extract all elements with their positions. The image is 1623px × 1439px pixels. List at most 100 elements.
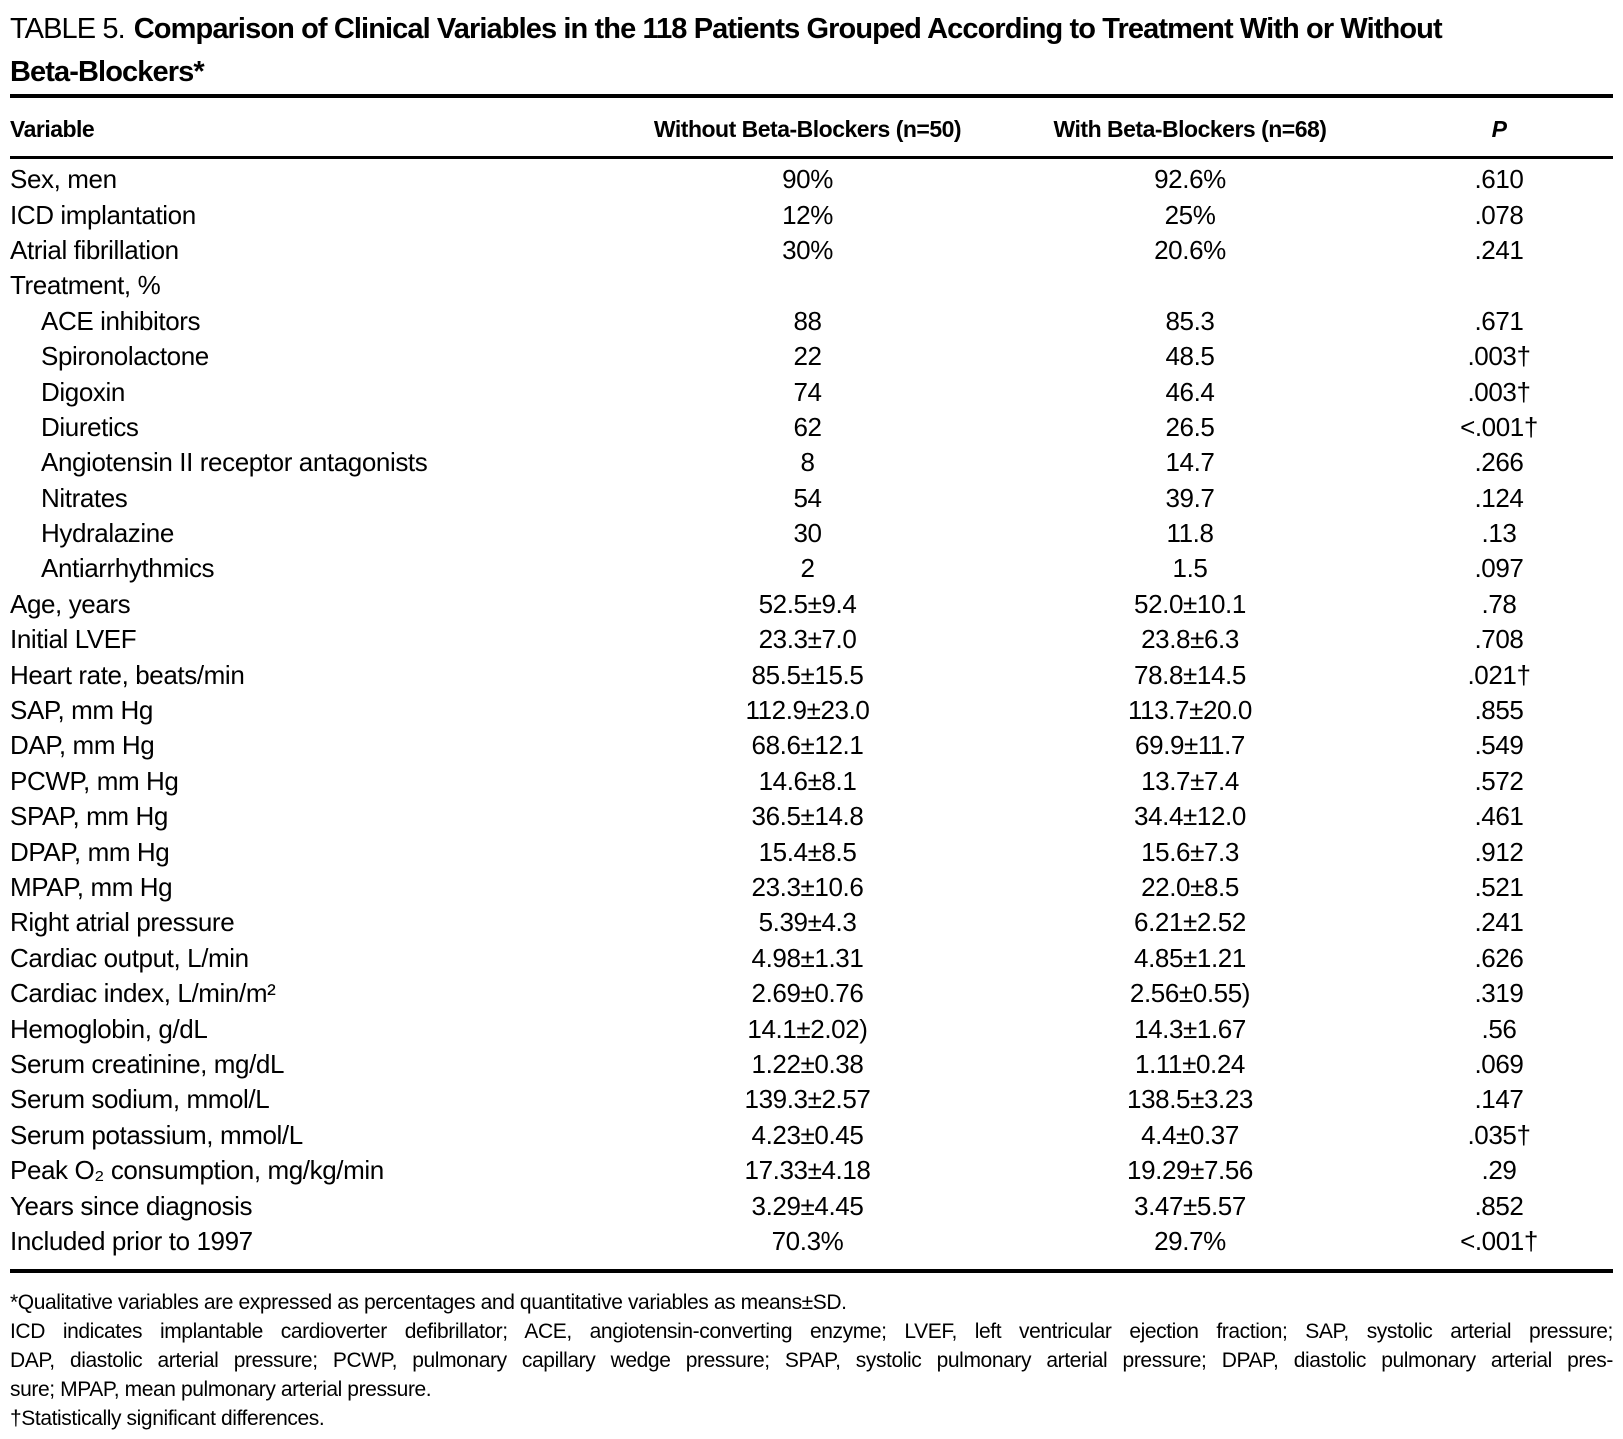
cell-without-beta-blockers: 14.1±2.02) [747,1013,868,1044]
cell-p-value: .078 [1474,199,1524,230]
row-variable-label: Digoxin [41,376,125,407]
cell-with-beta-blockers: 25% [1164,199,1216,230]
table-row: Spironolactone 22 48.5 .003† [10,339,1613,374]
table-number: TABLE 5. [10,13,126,45]
table-row: Years since diagnosis 3.29±4.45 3.47±5.5… [10,1188,1613,1223]
cell-p-value: .549 [1474,730,1524,761]
table-row: Nitrates 54 39.7 .124 [10,481,1613,516]
cell-p-value: .626 [1474,942,1524,973]
cell-with-beta-blockers: 138.5±3.23 [1127,1084,1253,1115]
cell-with-beta-blockers: 13.7±7.4 [1141,765,1239,796]
footnote-qualitative: *Qualitative variables are expressed as … [10,1291,847,1315]
cell-p-value: .461 [1474,801,1524,832]
cell-p-value: .124 [1474,482,1524,513]
cell-without-beta-blockers: 68.6±12.1 [751,730,864,761]
cell-with-beta-blockers: 6.21±2.52 [1134,907,1246,938]
cell-with-beta-blockers: 15.6±7.3 [1141,836,1239,867]
cell-without-beta-blockers: 139.3±2.57 [744,1084,871,1115]
table-row: Sex, men 90% 92.6% .610 [10,162,1613,197]
cell-with-beta-blockers: 1.5 [1172,553,1208,584]
cell-with-beta-blockers: 14.3±1.67 [1134,1013,1246,1044]
cell-p-value: .708 [1474,624,1524,655]
footnotes: *Qualitative variables are expressed as … [10,1288,1613,1433]
row-variable-label: Serum sodium, mmol/L [10,1084,270,1115]
table-header-row: Variable Without Beta-Blockers (n=50) Wi… [10,102,1613,156]
cell-without-beta-blockers: 54 [793,482,822,513]
cell-p-value: .021† [1467,659,1531,690]
table-row: Included prior to 1997 70.3% 29.7% <.001… [10,1224,1613,1259]
cell-p-value: .572 [1474,765,1524,796]
row-variable-label: Atrial fibrillation [10,234,179,265]
table-row: Serum creatinine, mg/dL 1.22±0.38 1.11±0… [10,1047,1613,1082]
cell-p-value: .097 [1474,553,1524,584]
table-row: Serum sodium, mmol/L 139.3±2.57 138.5±3.… [10,1082,1613,1117]
table-row: Serum potassium, mmol/L 4.23±0.45 4.4±0.… [10,1118,1613,1153]
row-variable-label: Peak O₂ consumption, mg/kg/min [10,1155,384,1186]
cell-with-beta-blockers: 26.5 [1165,411,1215,442]
cell-with-beta-blockers: 23.8±6.3 [1141,624,1239,655]
cell-p-value: .241 [1474,234,1524,265]
cell-p-value: .266 [1474,447,1524,478]
table-row: Hemoglobin, g/dL 14.1±2.02) 14.3±1.67 .5… [10,1011,1613,1046]
table-row: PCWP, mm Hg 14.6±8.1 13.7±7.4 .572 [10,764,1613,799]
cell-without-beta-blockers: 70.3% [771,1225,844,1256]
row-variable-label: Years since diagnosis [10,1190,253,1221]
cell-with-beta-blockers: 1.11±0.24 [1135,1048,1245,1079]
cell-p-value: <.001† [1460,1225,1538,1256]
title-line-1: TABLE 5. Comparison of Clinical Variables… [10,8,1613,51]
cell-without-beta-blockers: 74 [793,376,822,407]
cell-without-beta-blockers: 23.3±7.0 [758,624,857,655]
cell-without-beta-blockers: 4.23±0.45 [751,1119,864,1150]
cell-p-value: .521 [1474,872,1524,902]
row-variable-label: SAP, mm Hg [10,695,153,726]
cell-with-beta-blockers: 113.7±20.0 [1127,695,1252,726]
cell-without-beta-blockers: 3.29±4.45 [751,1190,864,1221]
row-variable-label: Initial LVEF [10,624,137,655]
table-row: DPAP, mm Hg 15.4±8.5 15.6±7.3 .912 [10,834,1613,869]
cell-p-value: .78 [1481,588,1517,619]
cell-without-beta-blockers: 52.5±9.4 [758,588,857,619]
row-variable-label: ACE inhibitors [41,305,201,336]
cell-without-beta-blockers: 2 [800,553,815,584]
cell-without-beta-blockers: 2.69±0.76 [751,978,864,1009]
footnote-abbreviations-line-1: ICD indicates implantable cardioverter d… [10,1320,1613,1344]
cell-with-beta-blockers: 22.0±8.5 [1141,872,1239,902]
row-variable-label: SPAP, mm Hg [10,801,168,832]
cell-with-beta-blockers: 39.7 [1165,482,1215,513]
cell-without-beta-blockers: 36.5±14.8 [751,801,864,832]
cell-without-beta-blockers: 12% [782,199,833,230]
cell-p-value: .003† [1467,376,1531,407]
cell-p-value: .29 [1481,1155,1517,1186]
row-variable-label: Spironolactone [41,341,209,372]
row-variable-label: Included prior to 1997 [10,1225,253,1256]
row-variable-label: Right atrial pressure [10,907,235,938]
cell-with-beta-blockers: 19.29±7.56 [1127,1155,1253,1186]
table-body: Sex, men 90% 92.6% .610 ICD implantation… [10,159,1613,1269]
header-rule [10,156,1613,159]
header-without-beta-blockers: Without Beta-Blockers (n=50) [653,115,962,142]
bottom-rule [10,1269,1613,1274]
cell-with-beta-blockers: 20.6% [1154,234,1226,265]
row-variable-label: ICD implantation [10,199,196,230]
table-row: DAP, mm Hg 68.6±12.1 69.9±11.7 .549 [10,728,1613,763]
cell-p-value: .147 [1474,1084,1524,1115]
cell-with-beta-blockers: 14.7 [1165,447,1215,478]
row-variable-label: Sex, men [10,164,117,195]
cell-without-beta-blockers: 23.3±10.6 [751,872,864,902]
table-row: Age, years 52.5±9.4 52.0±10.1 .78 [10,587,1613,622]
row-variable-label: DPAP, mm Hg [10,836,170,867]
row-variable-label: Heart rate, beats/min [10,659,245,690]
table-row: SPAP, mm Hg 36.5±14.8 34.4±12.0 .461 [10,799,1613,834]
cell-without-beta-blockers: 112.9±23.0 [745,695,870,726]
row-variable-label: Serum potassium, mmol/L [10,1119,303,1150]
cell-with-beta-blockers: 69.9±11.7 [1135,730,1245,761]
row-variable-label: Antiarrhythmics [41,553,215,584]
row-variable-label: Serum creatinine, mg/dL [10,1048,285,1079]
cell-p-value: .610 [1474,164,1524,195]
header-variable: Variable [10,115,95,142]
cell-p-value: .13 [1481,518,1517,549]
table-row: Treatment, % [10,268,1613,303]
cell-without-beta-blockers: 14.6±8.1 [758,765,857,796]
cell-p-value: .241 [1474,907,1524,938]
